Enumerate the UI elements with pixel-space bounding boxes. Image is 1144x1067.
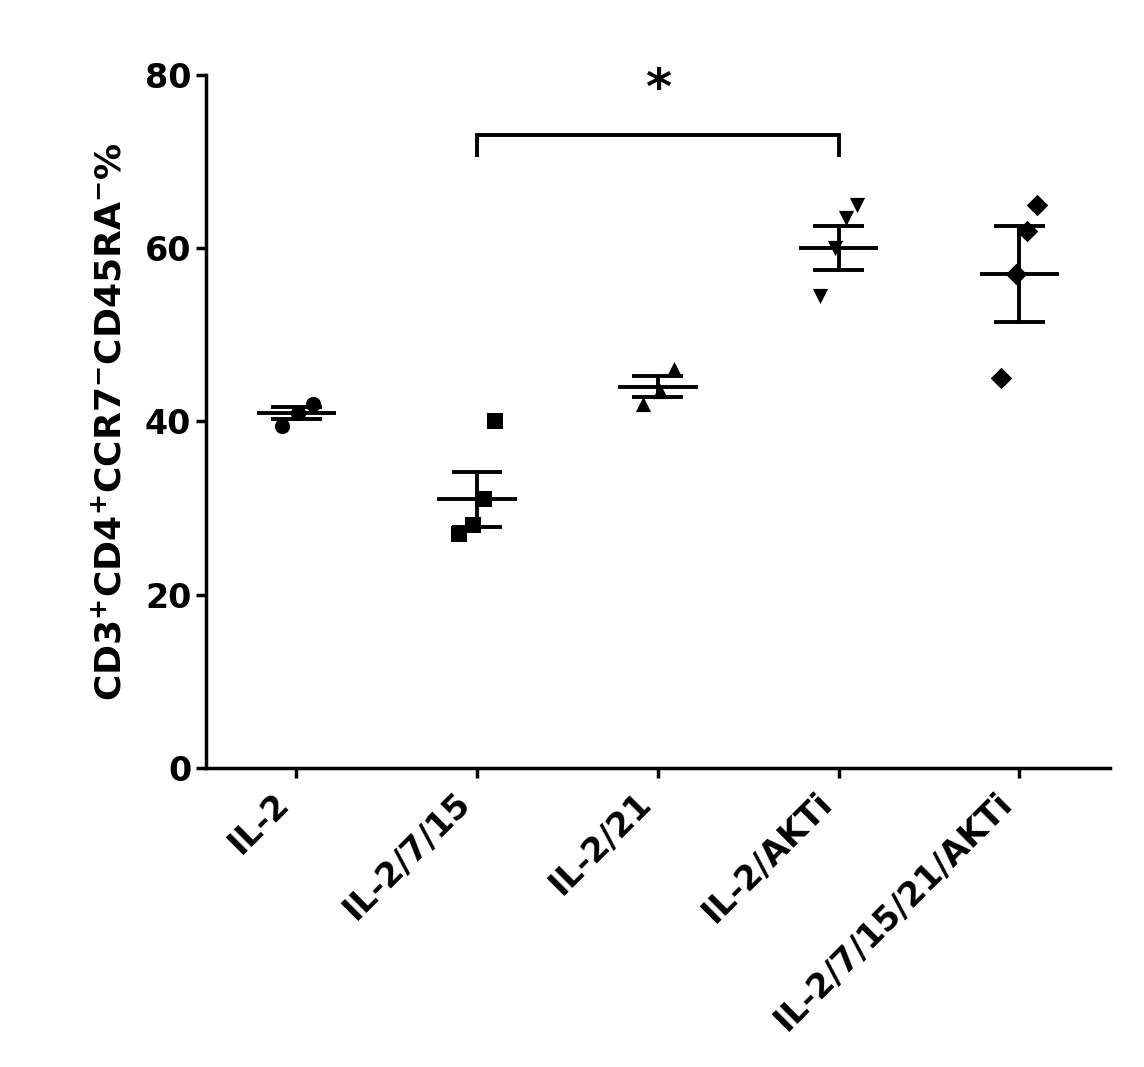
Point bbox=[303, 396, 321, 413]
Point bbox=[1028, 196, 1047, 213]
Point bbox=[651, 383, 669, 400]
Point bbox=[811, 287, 829, 304]
Point bbox=[272, 417, 291, 434]
Point bbox=[848, 196, 866, 213]
Point bbox=[826, 239, 844, 256]
Point bbox=[475, 491, 493, 508]
Y-axis label: CD3$^\mathbf{+}$CD4$^\mathbf{+}$CCR7$^\mathbf{-}$CD45RA$^\mathbf{-}$%: CD3$^\mathbf{+}$CD4$^\mathbf{+}$CCR7$^\m… bbox=[94, 142, 128, 701]
Point bbox=[486, 413, 505, 430]
Point bbox=[289, 404, 308, 421]
Point bbox=[992, 369, 1010, 386]
Point bbox=[665, 361, 683, 378]
Text: *: * bbox=[645, 66, 670, 114]
Point bbox=[450, 526, 468, 543]
Point bbox=[1007, 266, 1025, 283]
Point bbox=[836, 209, 855, 226]
Point bbox=[634, 396, 652, 413]
Point bbox=[1017, 222, 1035, 239]
Point bbox=[464, 516, 483, 534]
